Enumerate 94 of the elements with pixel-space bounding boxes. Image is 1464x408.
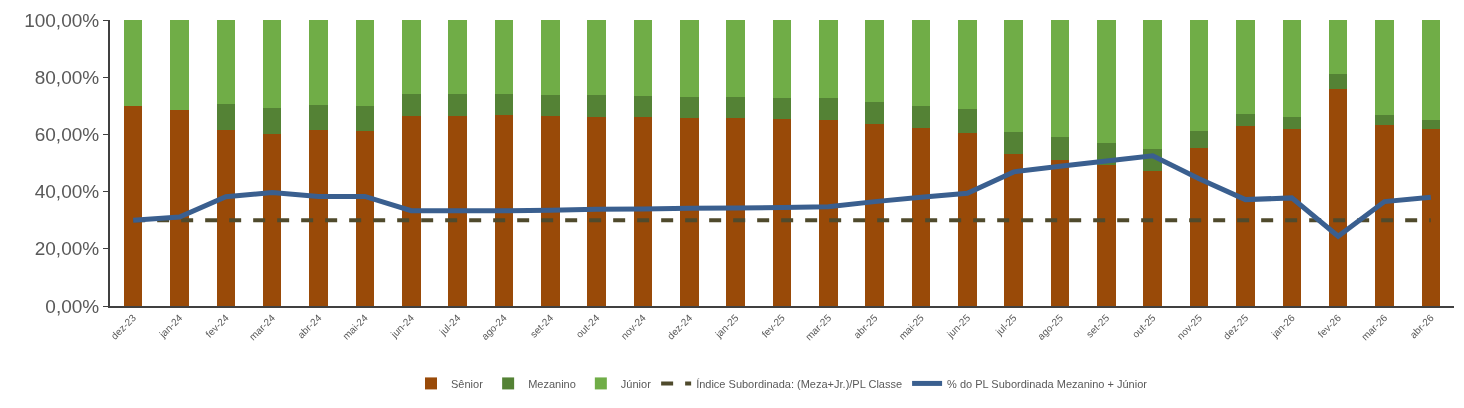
bar: [1282, 20, 1302, 118]
legend-label: Júnior: [620, 377, 652, 390]
bar: [494, 94, 514, 115]
bar: [726, 97, 745, 119]
bar: [587, 20, 606, 96]
bar: [541, 20, 560, 95]
bar: [401, 20, 421, 94]
bar: [1143, 20, 1163, 149]
bar: [355, 106, 375, 131]
bar: [1097, 20, 1116, 143]
bar: [401, 93, 421, 116]
bar: [911, 20, 931, 107]
y-tick-label: 80,00%: [34, 66, 100, 88]
bar: [448, 93, 467, 116]
bar: [216, 130, 236, 306]
bar: [958, 109, 977, 133]
y-tick-label: 100,00%: [24, 9, 100, 31]
bar: [819, 98, 838, 120]
bar: [309, 20, 328, 106]
legend-label: % do PL Subordinada Mezanino + Júnior: [947, 377, 1148, 390]
bar: [1050, 159, 1070, 306]
legend-label: Sênior: [451, 377, 484, 390]
bar: [587, 95, 606, 117]
bar: [680, 20, 699, 97]
bar: [309, 130, 328, 306]
bar: [633, 95, 653, 118]
bar: [541, 116, 560, 306]
bar: [494, 20, 514, 95]
bar: [541, 94, 560, 117]
bar: [911, 128, 931, 306]
bar: [1050, 137, 1070, 160]
bar: [1189, 20, 1209, 131]
bar: [401, 115, 421, 306]
bar: [587, 116, 606, 306]
bar: [216, 104, 236, 131]
bar: [1375, 20, 1394, 116]
bar: [262, 108, 282, 134]
bar: [1328, 20, 1348, 75]
bar: [1328, 74, 1348, 89]
bar: [865, 102, 884, 125]
bar: [1236, 113, 1255, 127]
bar: [772, 97, 792, 119]
legend-label: Índice Subordinada: (Meza+Jr.)/PL Classe: [696, 377, 903, 390]
bar: [1004, 153, 1023, 306]
bar: [1004, 20, 1023, 132]
bar: [123, 105, 143, 306]
bar: [633, 20, 653, 96]
bar: [1097, 165, 1116, 306]
bar: [958, 20, 977, 110]
bar: [494, 114, 514, 306]
bar: [633, 117, 653, 306]
legend-label: Mezanino: [528, 377, 576, 390]
bar: [355, 130, 375, 306]
bar: [680, 117, 699, 306]
bar: [1004, 131, 1023, 154]
bar: [309, 105, 328, 131]
bar: [1282, 117, 1302, 129]
bar: [1421, 20, 1441, 120]
y-tick-label: 60,00%: [34, 124, 100, 146]
bar: [123, 20, 143, 106]
bar: [1189, 147, 1209, 306]
bar: [262, 133, 282, 306]
bar: [355, 20, 375, 107]
bar: [216, 20, 236, 105]
y-tick-label: 40,00%: [34, 181, 100, 203]
bar: [1143, 170, 1163, 306]
y-tick-label: 0,00%: [45, 295, 100, 317]
bar: [1236, 20, 1255, 114]
bar: [958, 132, 977, 306]
bar: [1375, 124, 1394, 306]
bar: [1189, 130, 1209, 148]
bar: [865, 124, 884, 306]
bar: [680, 96, 699, 118]
bar: [726, 118, 745, 306]
bar: [726, 20, 745, 98]
bar: [1328, 88, 1348, 306]
bar: [170, 109, 189, 306]
bar: [1236, 126, 1255, 306]
bar: [1050, 20, 1070, 138]
bar: [819, 119, 838, 306]
bar: [1421, 119, 1441, 130]
y-tick-label: 20,00%: [34, 238, 100, 260]
bar: [1282, 128, 1302, 306]
bar: [911, 106, 931, 129]
bar: [262, 20, 282, 109]
bar: [170, 20, 189, 110]
bar: [448, 115, 467, 306]
bar: [448, 20, 467, 94]
bar: [1375, 115, 1394, 125]
bar: [772, 118, 792, 306]
bar: [865, 20, 884, 103]
bar: [1421, 129, 1441, 306]
bar: [819, 20, 838, 99]
bar: [772, 20, 792, 98]
